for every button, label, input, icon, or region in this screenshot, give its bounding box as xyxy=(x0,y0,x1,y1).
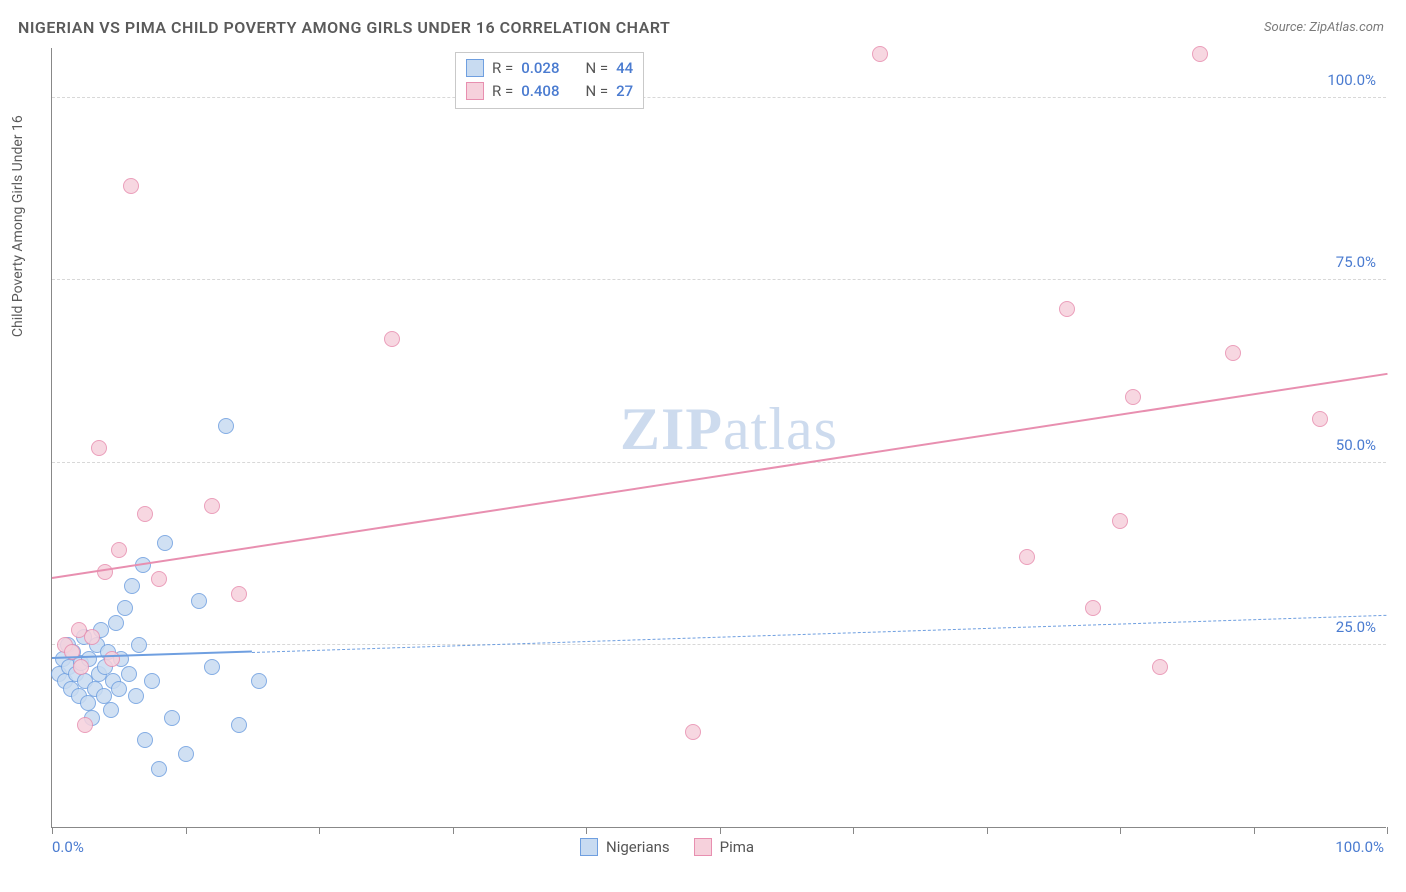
data-point xyxy=(121,666,137,682)
data-point xyxy=(204,659,220,675)
legend-n-label: N = xyxy=(585,57,608,80)
legend-r-label: R = xyxy=(492,80,513,103)
data-point xyxy=(123,178,139,194)
data-point xyxy=(103,702,119,718)
x-tick xyxy=(720,827,721,834)
x-tick xyxy=(453,827,454,834)
legend-swatch xyxy=(580,838,598,856)
legend-series-name: Nigerians xyxy=(606,838,670,856)
x-axis-max-label: 100.0% xyxy=(1335,838,1384,856)
x-tick xyxy=(319,827,320,834)
data-point xyxy=(251,673,267,689)
data-point xyxy=(117,600,133,616)
gridline xyxy=(52,97,1386,98)
data-point xyxy=(157,535,173,551)
x-tick xyxy=(52,827,53,834)
data-point xyxy=(1152,659,1168,675)
data-point xyxy=(164,710,180,726)
series-legend: Nigerians Pima xyxy=(580,838,754,856)
y-axis-label: Child Poverty Among Girls Under 16 xyxy=(10,115,26,337)
x-tick xyxy=(586,827,587,834)
data-point xyxy=(204,498,220,514)
data-point xyxy=(80,695,96,711)
legend-series-name: Pima xyxy=(720,838,754,856)
data-point xyxy=(218,418,234,434)
gridline xyxy=(52,644,1386,645)
y-tick-label: 100.0% xyxy=(1327,71,1376,89)
data-point xyxy=(77,717,93,733)
data-point xyxy=(91,440,107,456)
data-point xyxy=(97,564,113,580)
x-tick xyxy=(1120,827,1121,834)
legend-row: R = 0.408 N = 27 xyxy=(466,80,633,103)
correlation-legend: R = 0.028 N = 44 R = 0.408 N = 27 xyxy=(455,52,644,109)
data-point xyxy=(872,46,888,62)
data-point xyxy=(111,542,127,558)
data-point xyxy=(231,717,247,733)
data-point xyxy=(111,681,127,697)
data-point xyxy=(1125,389,1141,405)
legend-n-value: 44 xyxy=(616,57,633,80)
y-tick-label: 25.0% xyxy=(1336,618,1376,636)
legend-r-value: 0.028 xyxy=(521,57,559,80)
source-attribution: Source: ZipAtlas.com xyxy=(1264,20,1384,35)
regression-line xyxy=(52,373,1387,579)
data-point xyxy=(191,593,207,609)
plot-area: 25.0% 50.0% 75.0% 100.0% xyxy=(51,48,1386,828)
data-point xyxy=(1192,46,1208,62)
x-axis-min-label: 0.0% xyxy=(52,838,84,856)
data-point xyxy=(84,629,100,645)
x-tick xyxy=(186,827,187,834)
legend-row: R = 0.028 N = 44 xyxy=(466,57,633,80)
data-point xyxy=(1019,549,1035,565)
legend-n-value: 27 xyxy=(616,80,633,103)
x-tick xyxy=(987,827,988,834)
data-point xyxy=(685,724,701,740)
legend-swatch xyxy=(694,838,712,856)
data-point xyxy=(1112,513,1128,529)
data-point xyxy=(73,659,89,675)
data-point xyxy=(231,586,247,602)
legend-r-label: R = xyxy=(492,57,513,80)
data-point xyxy=(104,651,120,667)
data-point xyxy=(128,688,144,704)
legend-r-value: 0.408 xyxy=(521,80,559,103)
data-point xyxy=(1059,301,1075,317)
data-point xyxy=(384,331,400,347)
data-point xyxy=(178,746,194,762)
data-point xyxy=(1225,345,1241,361)
x-tick xyxy=(1387,827,1388,834)
gridline xyxy=(52,279,1386,280)
y-tick-label: 50.0% xyxy=(1336,436,1376,454)
data-point xyxy=(1312,411,1328,427)
data-point xyxy=(108,615,124,631)
chart-title: NIGERIAN VS PIMA CHILD POVERTY AMONG GIR… xyxy=(18,18,670,37)
legend-swatch xyxy=(466,59,484,77)
data-point xyxy=(137,732,153,748)
data-point xyxy=(1085,600,1101,616)
gridline xyxy=(52,462,1386,463)
legend-item: Nigerians xyxy=(580,838,670,856)
data-point xyxy=(131,637,147,653)
x-tick xyxy=(853,827,854,834)
regression-line xyxy=(252,615,1387,653)
data-point xyxy=(137,506,153,522)
data-point xyxy=(151,571,167,587)
y-tick-label: 75.0% xyxy=(1336,253,1376,271)
x-tick xyxy=(1254,827,1255,834)
data-point xyxy=(151,761,167,777)
data-point xyxy=(124,578,140,594)
legend-n-label: N = xyxy=(585,80,608,103)
data-point xyxy=(144,673,160,689)
legend-item: Pima xyxy=(694,838,754,856)
legend-swatch xyxy=(466,82,484,100)
